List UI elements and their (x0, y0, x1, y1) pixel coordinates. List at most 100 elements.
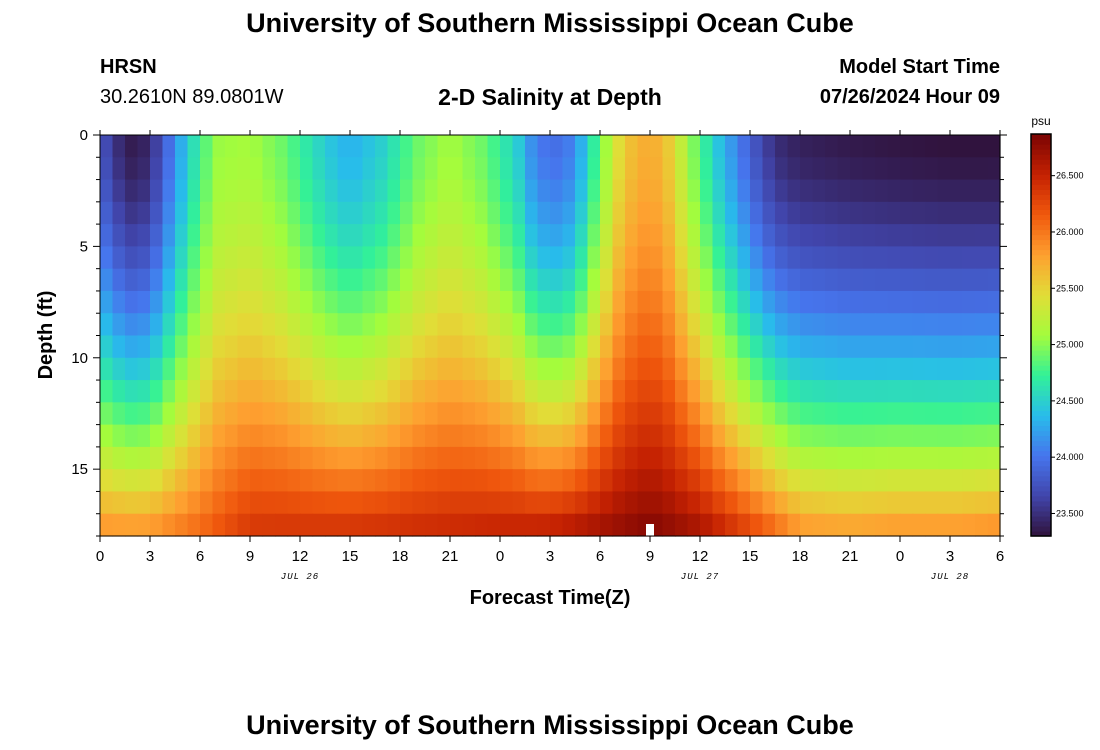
heatmap-cell (737, 446, 751, 470)
heatmap-cell (575, 357, 589, 381)
heatmap-cell (425, 201, 439, 225)
heatmap-cell (212, 201, 226, 225)
heatmap-cell (350, 313, 364, 337)
colorbar-segment (1031, 244, 1051, 251)
heatmap-cell (600, 179, 614, 203)
heatmap-cell (600, 335, 614, 359)
heatmap-cell (600, 380, 614, 403)
heatmap-cell (575, 380, 589, 403)
heatmap-cell (375, 157, 389, 181)
heatmap-cell (487, 491, 501, 515)
heatmap-cell (825, 224, 839, 247)
heatmap-cell (437, 335, 451, 359)
heatmap-cell (250, 469, 264, 493)
heatmap-cell (762, 290, 776, 314)
heatmap-cell (325, 179, 339, 203)
heatmap-cell (550, 402, 564, 426)
heatmap-cell (850, 446, 864, 470)
heatmap-cell (500, 402, 514, 426)
heatmap-cell (762, 179, 776, 203)
heatmap-cell (750, 246, 764, 270)
heatmap-cell (900, 357, 914, 381)
heatmap-cell (637, 157, 651, 181)
heatmap-cell (362, 469, 376, 493)
heatmap-cell (612, 380, 626, 403)
heatmap-cell (287, 513, 301, 537)
heatmap-cell (925, 469, 939, 493)
heatmap-cell (350, 268, 364, 292)
heatmap-cell (825, 290, 839, 314)
heatmap-cell (287, 424, 301, 448)
heatmap-cell (862, 513, 876, 537)
heatmap-cell (187, 380, 201, 403)
heatmap-cell (625, 224, 639, 247)
colorbar-segment (1031, 234, 1051, 241)
heatmap-cell (762, 357, 776, 381)
heatmap-cell (962, 491, 976, 515)
heatmap-cell (812, 246, 826, 270)
heatmap-cell (137, 201, 151, 225)
heatmap-cell (912, 313, 926, 337)
heatmap-cell (325, 357, 339, 381)
colorbar-segment (1031, 485, 1051, 492)
colorbar-segment (1031, 430, 1051, 437)
heatmap-cell (600, 201, 614, 225)
heatmap-cell (525, 335, 539, 359)
heatmap-cell (262, 313, 276, 337)
heatmap-cell (650, 469, 664, 493)
heatmap-cell (975, 157, 989, 181)
heatmap-cell (575, 268, 589, 292)
heatmap-cell (375, 357, 389, 381)
heatmap-cell (825, 446, 839, 470)
heatmap-cell (187, 357, 201, 381)
heatmap-cell (375, 224, 389, 247)
heatmap-cell (187, 179, 201, 203)
heatmap-cell (912, 135, 926, 158)
heatmap-cell (862, 380, 876, 403)
heatmap-cell (762, 224, 776, 247)
heatmap-cell (737, 491, 751, 515)
heatmap-cell (325, 201, 339, 225)
heatmap-cell (850, 335, 864, 359)
heatmap-cell (925, 424, 939, 448)
heatmap-cell (162, 224, 176, 247)
colorbar-tick-label: 25.500 (1056, 283, 1084, 293)
heatmap-cell (900, 491, 914, 515)
colorbar-segment (1031, 249, 1051, 256)
heatmap-cell (337, 357, 351, 381)
heatmap-cell (700, 224, 714, 247)
colorbar-segment (1031, 304, 1051, 311)
heatmap-cell (900, 424, 914, 448)
heatmap-cell (450, 313, 464, 337)
heatmap-cell (437, 513, 451, 537)
heatmap-cell (525, 135, 539, 158)
x-tick-label: 3 (546, 548, 554, 565)
heatmap-cell (487, 268, 501, 292)
heatmap-cell (162, 201, 176, 225)
heatmap-cell (425, 179, 439, 203)
heatmap-cell (362, 224, 376, 247)
heatmap-cell (312, 357, 326, 381)
heatmap-cell (712, 246, 726, 270)
heatmap-cell (325, 224, 339, 247)
colorbar-segment (1031, 490, 1051, 497)
heatmap-cell (450, 224, 464, 247)
heatmap-cell (725, 201, 739, 225)
heatmap-cell (937, 491, 951, 515)
heatmap-cell (337, 224, 351, 247)
heatmap-cell (262, 424, 276, 448)
heatmap-cell (575, 135, 589, 158)
heatmap-cell (775, 402, 789, 426)
heatmap-cell (462, 179, 476, 203)
heatmap-cell (700, 135, 714, 158)
heatmap-cell (325, 491, 339, 515)
heatmap-cell (937, 513, 951, 537)
heatmap-cell (112, 246, 126, 270)
heatmap-cell (262, 201, 276, 225)
heatmap-cell (650, 491, 664, 515)
heatmap-cell (962, 157, 976, 181)
heatmap-cell (850, 201, 864, 225)
heatmap-cell (112, 446, 126, 470)
heatmap-cell (187, 424, 201, 448)
heatmap-cell (987, 201, 1001, 225)
